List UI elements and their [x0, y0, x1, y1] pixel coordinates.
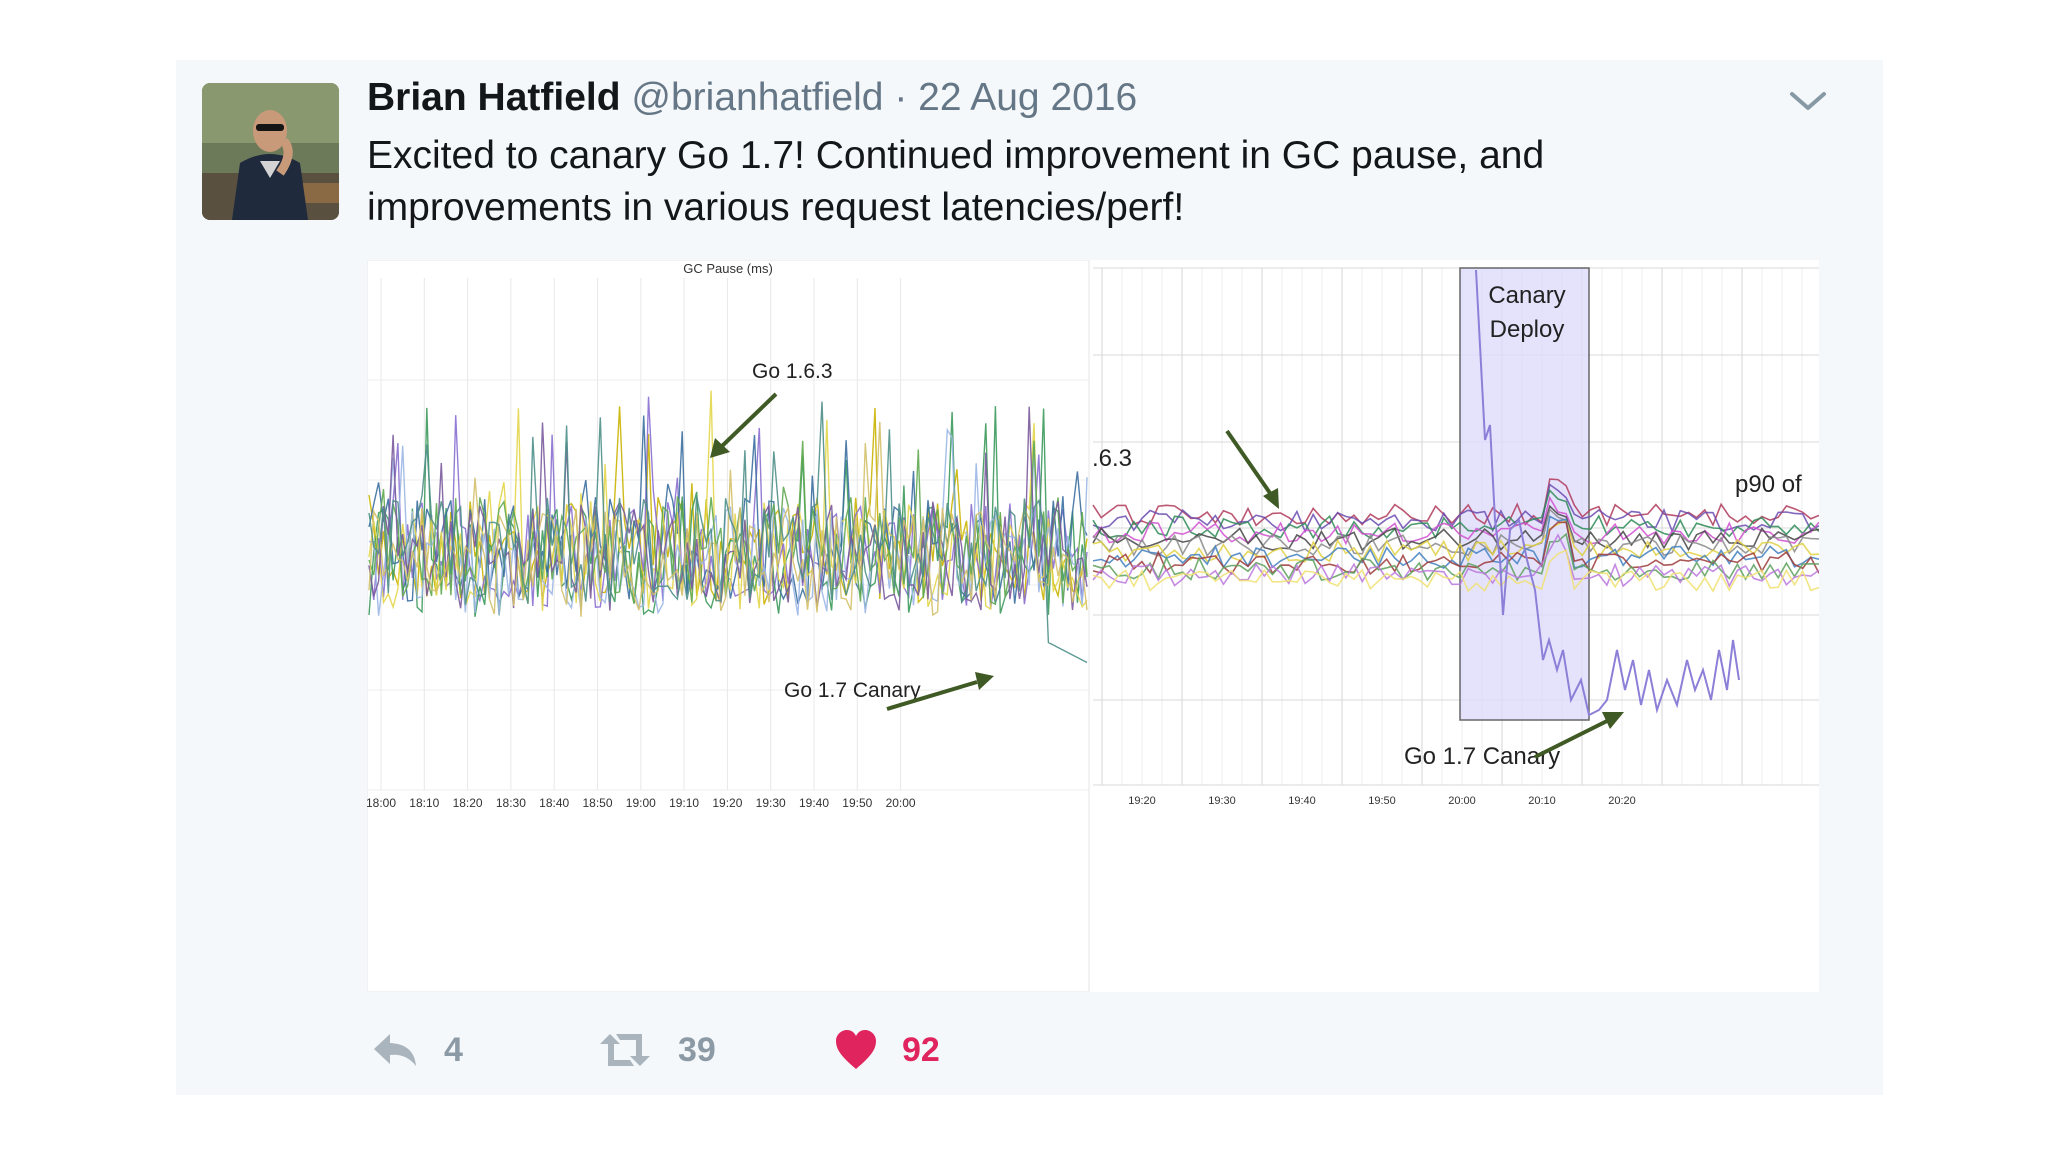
like-button[interactable]: 92 [834, 1020, 940, 1080]
left-old-version-arrow [718, 392, 778, 450]
canary-deploy-label-line2: Deploy [1490, 316, 1565, 343]
left-x-tick-label: 19:50 [842, 796, 872, 810]
right-old-version-label: .6.3 [1092, 445, 1132, 472]
header-separator: · [894, 76, 908, 119]
right-new-version-label: Go 1.7 Canary [1404, 743, 1560, 770]
right-x-tick-label: 20:00 [1448, 795, 1476, 807]
left-old-version-label: Go 1.6.3 [752, 360, 833, 383]
retweet-icon [596, 1030, 654, 1070]
right-old-version-arrow [1225, 429, 1274, 498]
reply-count: 4 [444, 1030, 463, 1069]
right-series-line [1092, 504, 1819, 552]
right-series-line [1092, 488, 1819, 540]
left-x-tick-label: 18:40 [539, 796, 569, 810]
left-chart-title: GC Pause (ms) [683, 261, 773, 276]
canary-deploy-band [1459, 267, 1590, 721]
left-x-tick-label: 19:40 [799, 796, 829, 810]
reply-button[interactable]: 4 [370, 1020, 463, 1080]
tweet-text: Excited to canary Go 1.7! Continued impr… [367, 134, 1545, 229]
right-x-tick-label: 19:50 [1368, 795, 1396, 807]
left-x-tick-label: 20:00 [886, 796, 916, 810]
like-count: 92 [902, 1030, 940, 1069]
left-x-tick-label: 18:30 [496, 796, 526, 810]
left-series-line [368, 401, 1088, 664]
tweet-date[interactable]: 22 Aug 2016 [918, 76, 1138, 119]
right-series-line [1092, 495, 1819, 546]
left-x-tick-label: 19:00 [626, 796, 656, 810]
left-old-arrowhead [710, 438, 730, 458]
right-x-tick-label: 20:20 [1608, 795, 1636, 807]
right-x-tick-label: 19:30 [1208, 795, 1236, 807]
attached-chart-image[interactable]: GC Pause (ms) 18:00 18:10 18:20 18:30 18:40 1… [367, 260, 1819, 992]
left-x-tick-label: 19:20 [712, 796, 742, 810]
right-series-line [1092, 521, 1819, 576]
right-x-tick-label: 19:20 [1128, 795, 1156, 807]
left-x-tick-label: 18:50 [582, 796, 612, 810]
left-series-line [368, 421, 1088, 617]
right-series-line [1092, 519, 1819, 564]
heart-icon [834, 1029, 878, 1071]
avatar[interactable] [202, 83, 339, 220]
right-metric-label: p90 of [1735, 471, 1802, 498]
author-name[interactable]: Brian Hatfield [367, 76, 621, 119]
author-handle[interactable]: @brianhatfield [631, 76, 884, 119]
left-new-arrowhead [975, 672, 994, 690]
left-new-version-arrow [886, 680, 978, 711]
chevron-down-icon[interactable] [1786, 80, 1830, 124]
right-series-line [1092, 549, 1819, 593]
left-series-line [368, 406, 1088, 611]
canary-deploy-label-line1: Canary [1488, 282, 1565, 309]
left-series-line [368, 440, 1088, 606]
tweet-card: Brian Hatfield @brianhatfield · 22 Aug 2… [176, 60, 1883, 1095]
tweet-header: Brian Hatfield @brianhatfield · 22 Aug 2… [367, 76, 1137, 120]
reply-icon [370, 1030, 420, 1070]
left-x-tick-label: 19:30 [756, 796, 786, 810]
retweet-button[interactable]: 39 [596, 1020, 716, 1080]
left-x-tick-label: 18:20 [453, 796, 483, 810]
right-new-arrowhead [1602, 712, 1624, 729]
right-series-line [1092, 478, 1819, 528]
right-series-line [1092, 515, 1819, 569]
canary-series-line [1475, 269, 1740, 717]
retweet-count: 39 [678, 1030, 716, 1069]
right-series-line [1092, 483, 1819, 534]
left-x-tick-label: 18:10 [409, 796, 439, 810]
right-x-tick-label: 19:40 [1288, 795, 1316, 807]
right-series-line [1092, 533, 1819, 588]
right-new-version-arrow [1534, 719, 1608, 759]
right-x-tick-label: 20:10 [1528, 795, 1556, 807]
tweet-actions: 4 39 92 [370, 1020, 1170, 1080]
left-new-version-label: Go 1.7 Canary [784, 679, 921, 702]
right-old-arrowhead [1263, 488, 1279, 509]
left-x-tick-label: 19:10 [669, 796, 699, 810]
left-x-tick-label: 18:00 [367, 796, 396, 810]
